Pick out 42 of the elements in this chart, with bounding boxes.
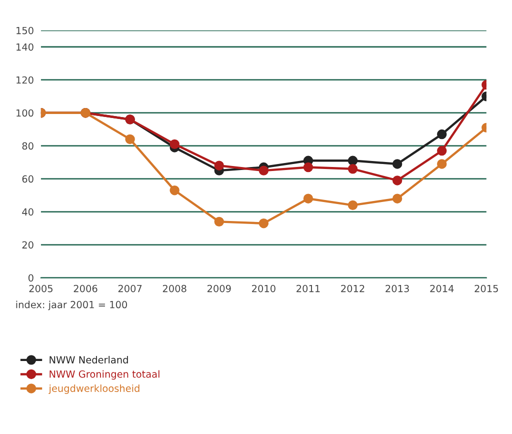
point [436,146,447,156]
point [348,156,358,166]
point [258,218,269,228]
point [258,166,269,176]
y-tick-label: 60 [22,175,34,183]
x-tick-label: 2012 [341,284,364,292]
y-tick-label: 80 [22,142,34,150]
text: index: jaar 2001 = 100 [16,300,128,310]
x-tick-label: 2013 [386,284,409,292]
point [348,164,358,174]
point [436,129,447,140]
x-tick-label: 2010 [252,284,276,292]
y-tick-label: 40 [22,208,34,216]
y-tick-label: 100 [16,109,34,117]
legend-label: jeugdwerkloosheid [48,384,140,394]
x-tick-label: 2007 [118,284,142,292]
x-tick-label: 2008 [162,284,186,292]
point [392,159,402,169]
x-tick-label: 2011 [296,284,320,292]
point [303,194,314,204]
point [303,162,314,172]
point [392,194,402,204]
x-tick-label: 2009 [207,284,231,292]
point [348,200,358,210]
y-tick-label: 150 [16,26,34,34]
y-tick-label: 20 [22,241,34,249]
point [214,216,224,227]
legend-label: NWW Groningen totaal [50,370,160,380]
x-tick-label: 2015 [474,284,498,292]
point [170,139,180,150]
y-tick-label: 0 [28,274,34,282]
x-tick-label: 2005 [29,284,52,292]
point [392,176,402,186]
point [436,159,447,169]
x-tick-label: 2014 [430,284,454,292]
legend-label: NWW Nederland [50,356,128,364]
point [170,185,180,196]
point [125,134,135,144]
point [214,160,224,170]
y-tick-label: 140 [16,43,34,51]
y-tick-label: 120 [16,76,34,84]
x-tick-label: 2006 [74,284,98,292]
